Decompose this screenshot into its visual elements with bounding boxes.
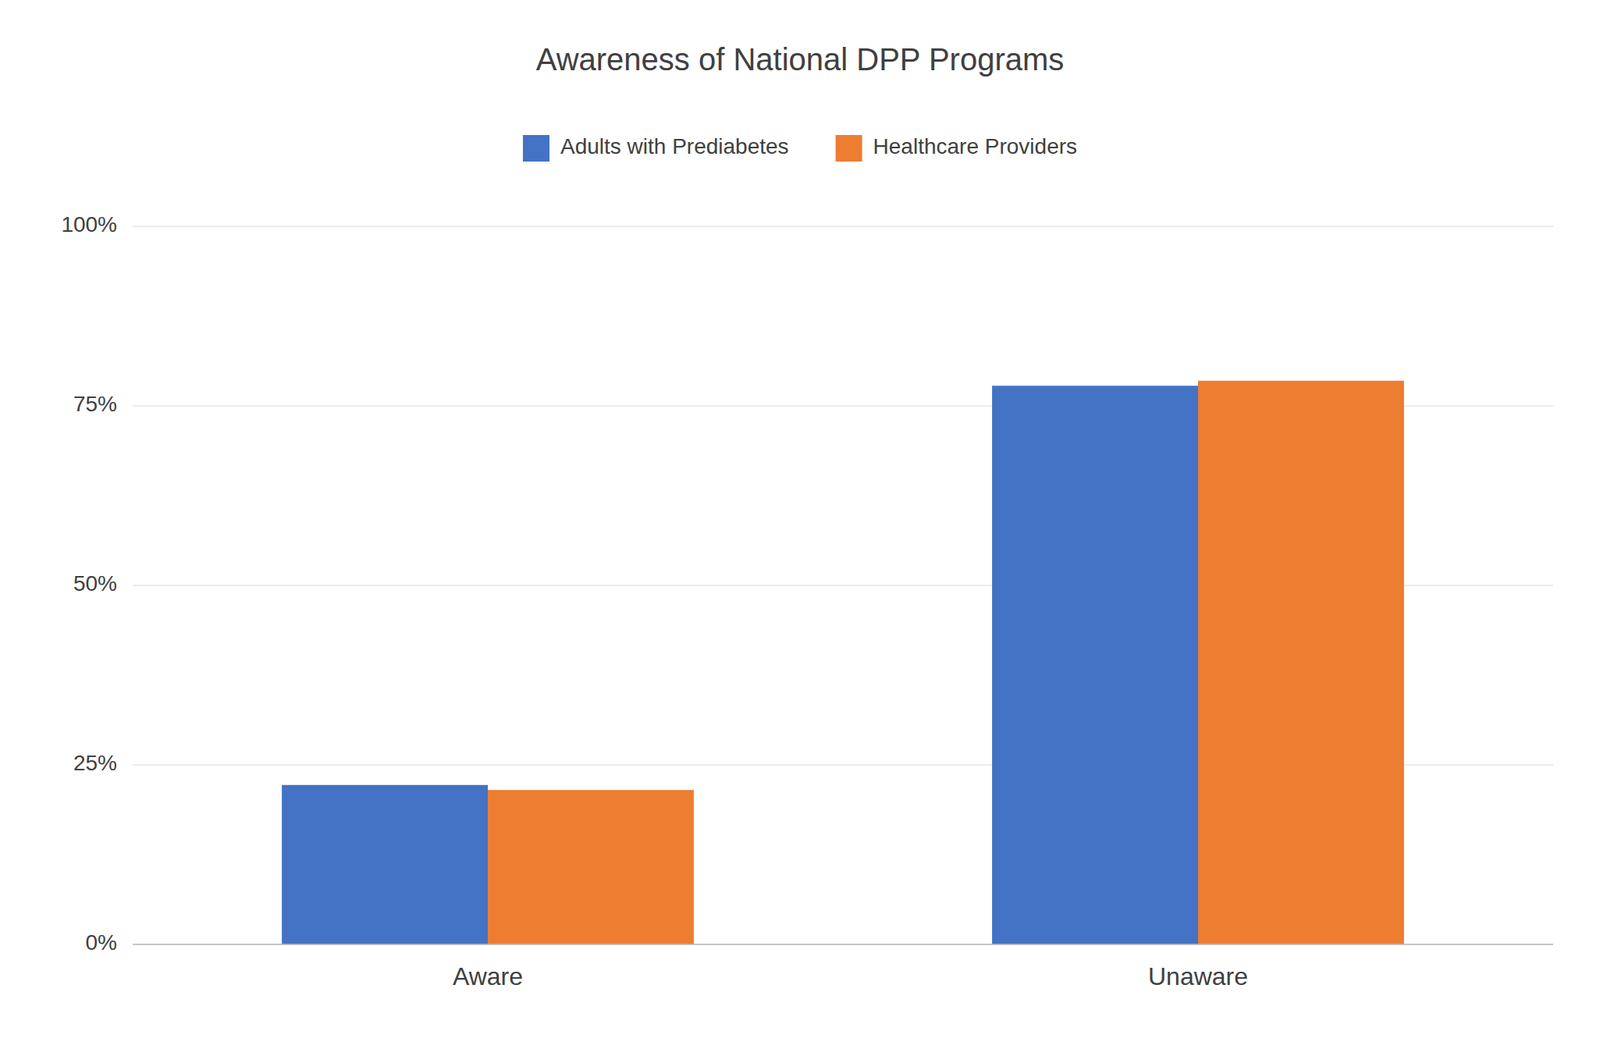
chart-container: Awareness of National DPP Programs 0% 25% 5…: [0, 0, 1600, 1056]
y-tick-label: 100%: [60, 212, 118, 237]
y-tick-label: 50%: [73, 571, 118, 596]
chart-svg: Awareness of National DPP Programs 0% 25% 5…: [0, 0, 1600, 1056]
grid-line: [132, 226, 1554, 228]
x-tick-label: Aware: [452, 962, 523, 991]
bar: [992, 385, 1199, 945]
background: [0, 0, 1600, 1056]
x-axis: Aware Unaware: [132, 944, 1554, 991]
bar: [1198, 380, 1405, 945]
y-tick-label: 0%: [85, 930, 118, 955]
y-tick-label: 75%: [73, 391, 118, 416]
bar-series: [281, 385, 1199, 945]
legend-swatch: [522, 135, 550, 162]
x-tick-label: Unaware: [1148, 962, 1248, 991]
legend-item: Healthcare Providers: [835, 134, 1078, 162]
y-tick-label: 25%: [73, 750, 118, 776]
bar: [487, 789, 694, 945]
legend-label: Healthcare Providers: [873, 134, 1078, 159]
bar-series: [487, 380, 1405, 945]
legend: Adults with Prediabetes Healthcare Provid…: [522, 134, 1078, 162]
bars: [281, 380, 1405, 945]
legend-label: Adults with Prediabetes: [560, 134, 790, 159]
title: Awareness of National DPP Programs: [536, 42, 1065, 77]
y-axis: 0% 25% 50% 75% 100%: [60, 212, 1554, 955]
legend-swatch: [835, 135, 863, 162]
x-axis-line: [132, 943, 1554, 946]
legend-item: Adults with Prediabetes: [522, 134, 790, 162]
bar: [281, 785, 488, 945]
grid-line: [132, 944, 1554, 946]
